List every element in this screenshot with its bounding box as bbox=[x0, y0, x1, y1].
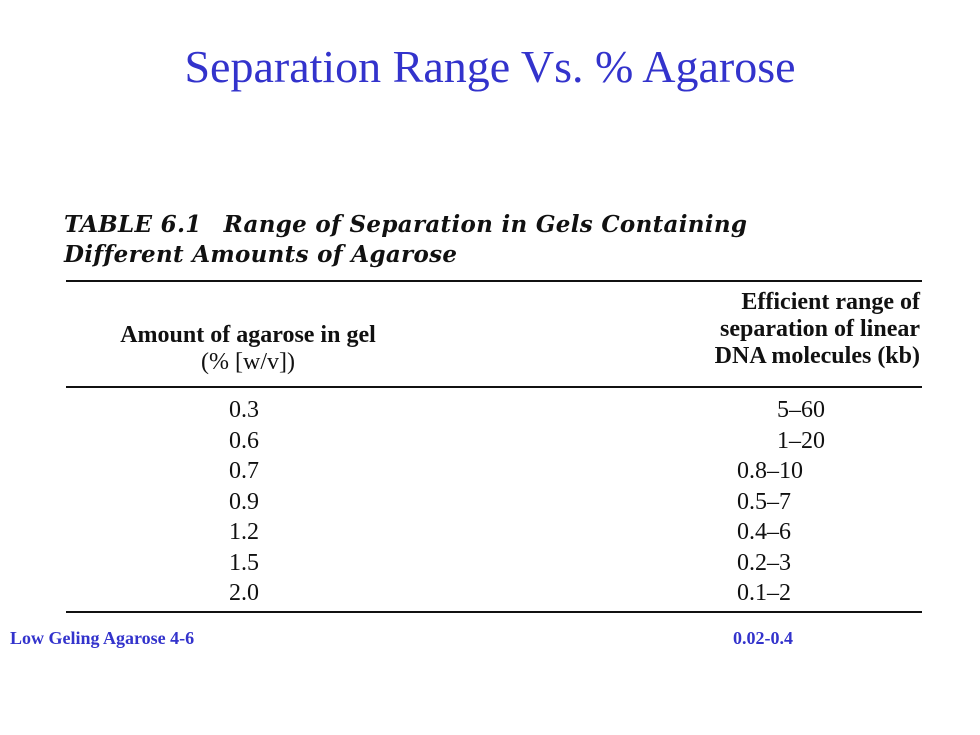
table-header-rule bbox=[66, 386, 922, 388]
column-header-agarose-line2: (% [w/v]) bbox=[201, 349, 295, 375]
slide-title: Separation Range Vs. % Agarose bbox=[184, 41, 796, 92]
table-row: 0.3 5–60 bbox=[0, 395, 980, 426]
agarose-cell: 2.0 bbox=[229, 580, 259, 606]
agarose-cell: 1.2 bbox=[229, 519, 259, 545]
agarose-cell: 0.7 bbox=[229, 458, 259, 484]
agarose-cell: 0.9 bbox=[229, 488, 259, 515]
footnote-label: Low Geling Agarose 4-6 bbox=[10, 628, 195, 648]
agarose-cell: 0.6 bbox=[229, 427, 259, 454]
table-row: 0.9 0.5–7 bbox=[0, 487, 980, 518]
agarose-cell: 1.5 bbox=[229, 549, 259, 576]
range-cell: 0.2–3 bbox=[737, 549, 791, 576]
column-header-range-line1: Efficient range of bbox=[741, 289, 920, 315]
table-caption: TABLE 6.1 Range of Separation in Gels Con… bbox=[64, 210, 924, 270]
footnote-value: 0.02-0.4 bbox=[733, 628, 793, 648]
column-header-range-line3: DNA molecules (kb) bbox=[714, 343, 920, 369]
range-cell: 0.4–6 bbox=[737, 519, 791, 545]
range-cell: 5–60 bbox=[777, 397, 825, 423]
table-body: 0.3 5–60 0.6 1–20 0.7 0.8–10 0.9 0.5–7 1… bbox=[0, 395, 980, 609]
table-top-rule bbox=[66, 280, 922, 282]
table-row: 0.6 1–20 bbox=[0, 426, 980, 457]
table-caption-line1: TABLE 6.1 Range of Separation in Gels Con… bbox=[64, 210, 924, 240]
range-cell: 0.8–10 bbox=[737, 458, 803, 484]
table-number: TABLE 6.1 bbox=[64, 211, 202, 238]
range-cell: 1–20 bbox=[777, 427, 825, 454]
table-bottom-rule bbox=[66, 611, 922, 613]
column-header-agarose: Amount of agarose in gel (% [w/v]) bbox=[68, 322, 428, 376]
table-row: 2.0 0.1–2 bbox=[0, 578, 980, 609]
column-header-range-line2: separation of linear bbox=[720, 316, 920, 342]
column-header-range: Efficient range of separation of linear … bbox=[620, 289, 920, 370]
range-cell: 0.5–7 bbox=[737, 488, 791, 515]
range-cell: 0.1–2 bbox=[737, 580, 791, 606]
table-row: 0.7 0.8–10 bbox=[0, 456, 980, 487]
table-row: 1.5 0.2–3 bbox=[0, 548, 980, 579]
table-caption-text: Range of Separation in Gels Containing bbox=[223, 211, 748, 238]
table-row: 1.2 0.4–6 bbox=[0, 517, 980, 548]
table-caption-line2: Different Amounts of Agarose bbox=[64, 241, 458, 268]
column-header-agarose-line1: Amount of agarose in gel bbox=[120, 322, 376, 348]
agarose-cell: 0.3 bbox=[229, 397, 259, 423]
